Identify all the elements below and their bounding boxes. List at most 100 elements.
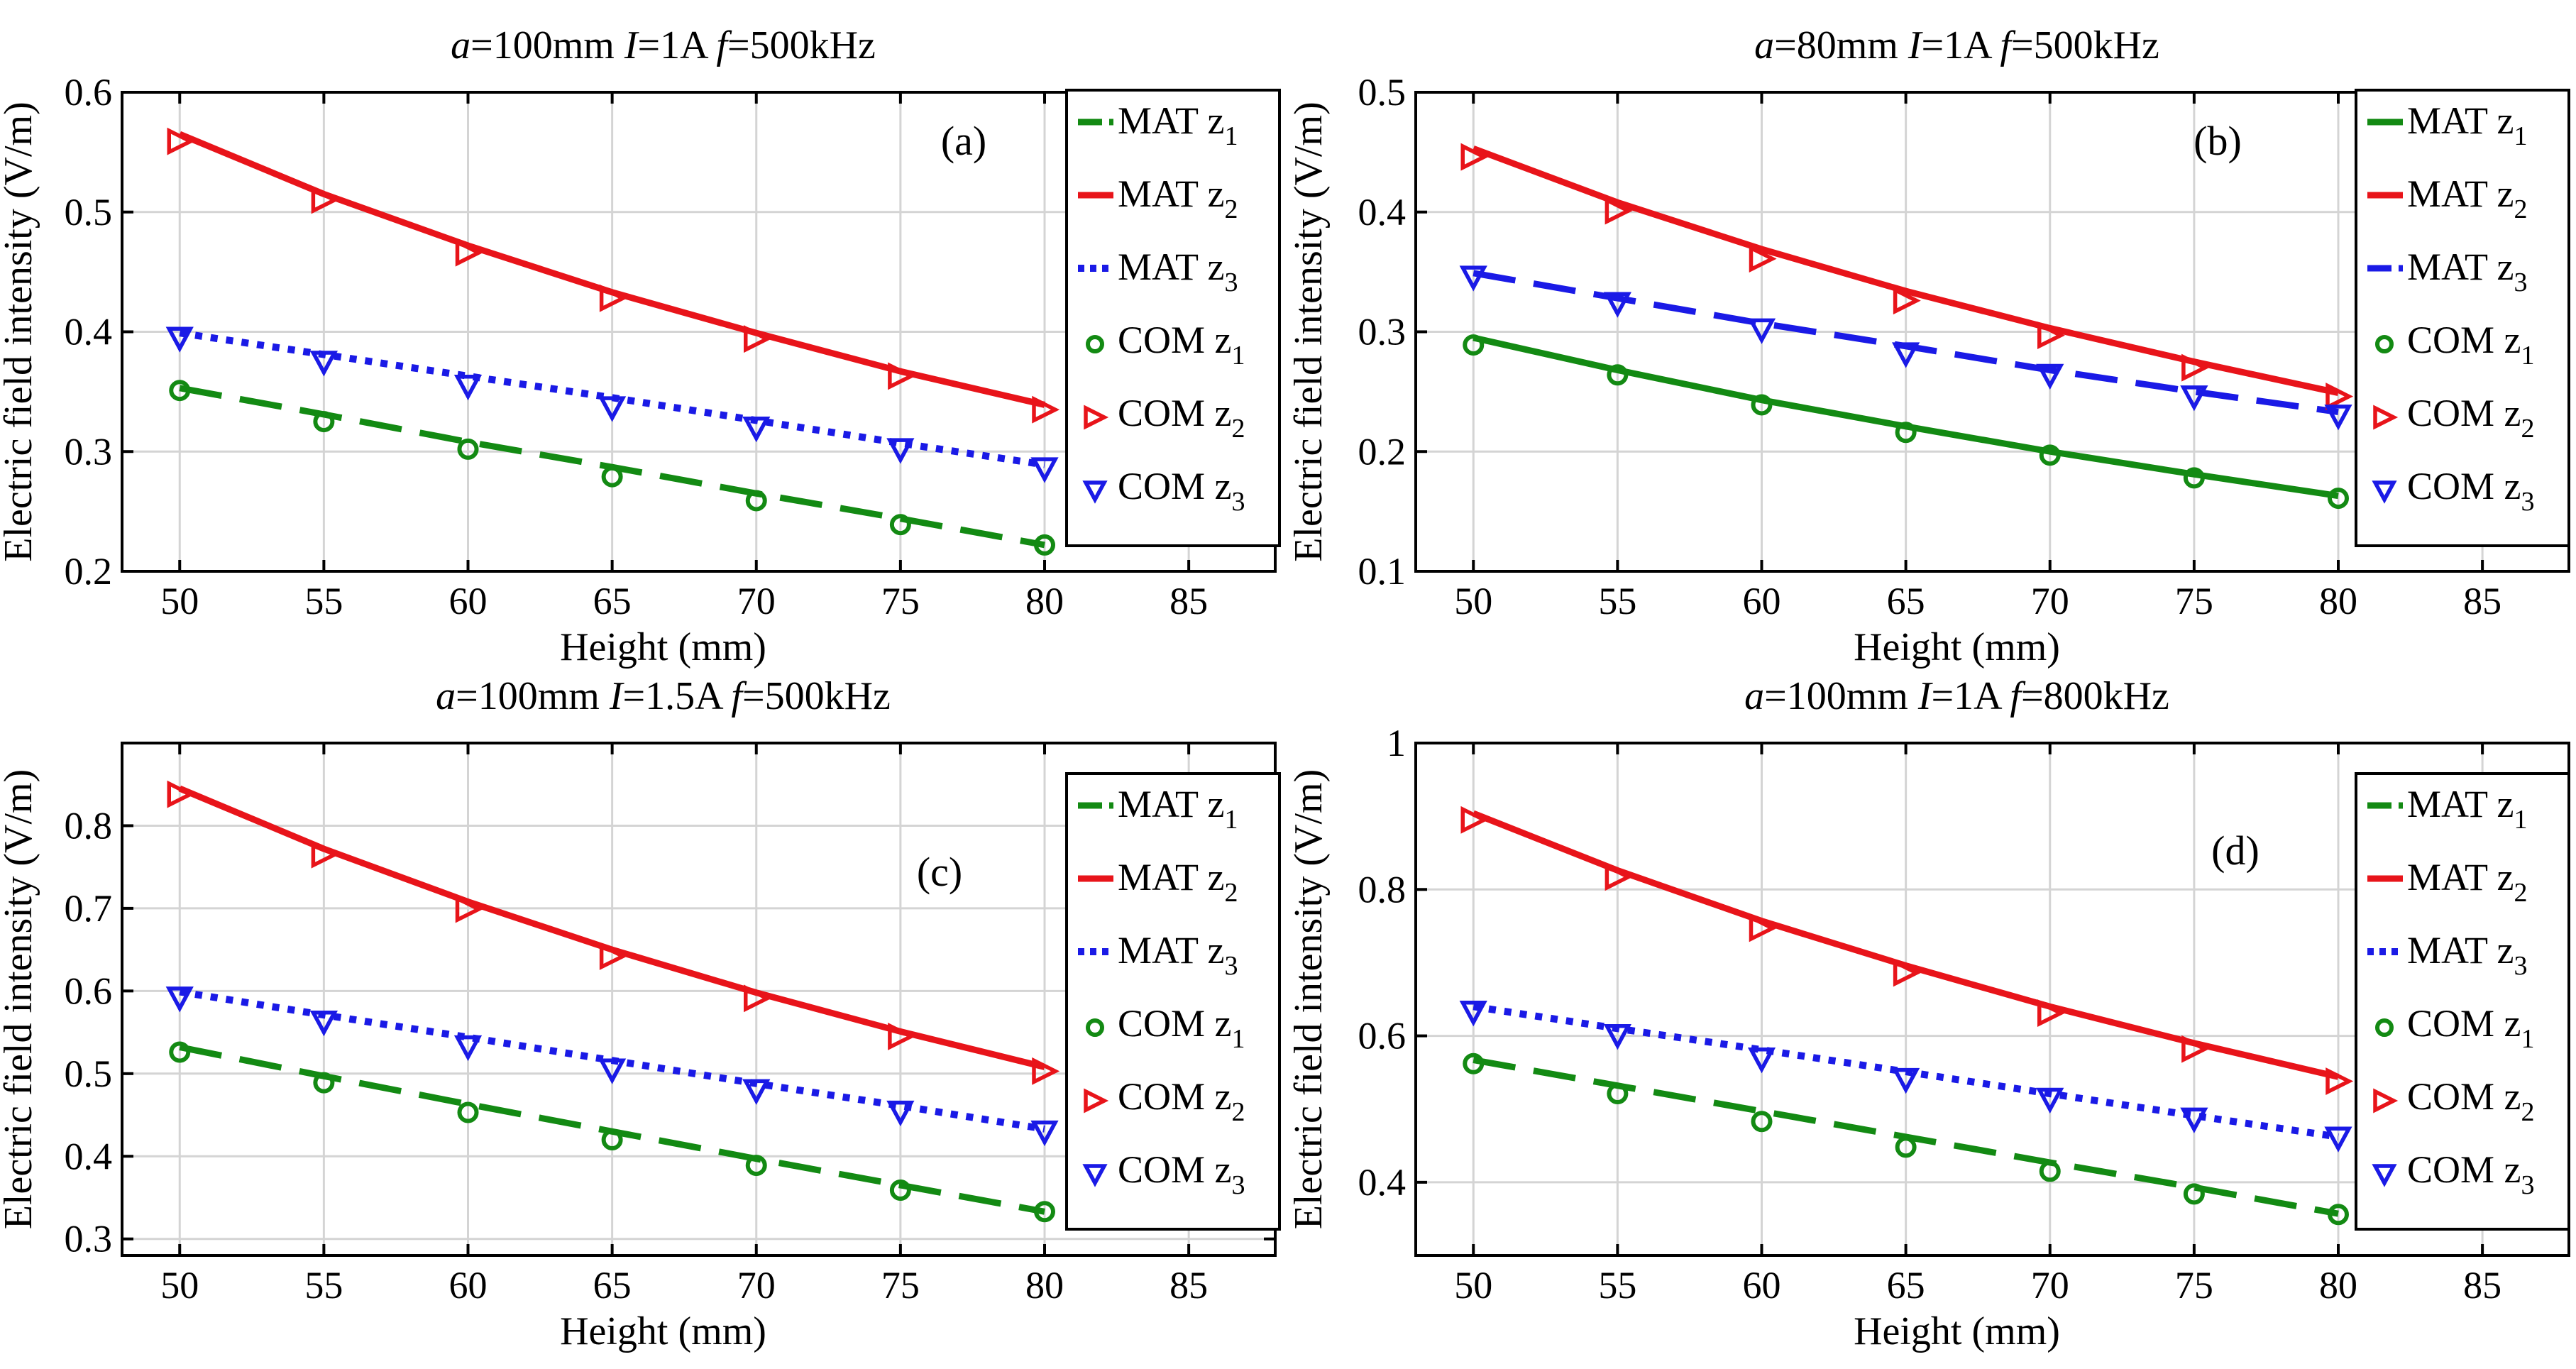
data-point-com-z2 xyxy=(167,780,195,808)
legend-label-mat-z2: MAT z2 xyxy=(1118,856,1238,908)
y-tick-label: 0.6 xyxy=(1358,1015,1407,1057)
data-point-com-z1 xyxy=(1463,1052,1485,1074)
data-point-com-z2 xyxy=(311,186,339,214)
data-point-com-z2 xyxy=(1460,143,1489,171)
data-point-com-z3 xyxy=(1892,342,1920,368)
legend-label-mat-z3: MAT z3 xyxy=(2407,246,2528,297)
legend-label-subscript: 2 xyxy=(2514,194,2528,224)
legend-label-subscript: 3 xyxy=(1225,268,1238,297)
x-axis-label: Height (mm) xyxy=(1854,1309,2060,1353)
title-text: =100mm xyxy=(470,23,624,67)
title-variable: I xyxy=(1908,23,1923,67)
series-line-mat-z1 xyxy=(1473,334,2339,500)
title-text: =100mm xyxy=(1764,674,1918,718)
y-tick-label: 0.3 xyxy=(1358,311,1407,353)
data-point-com-z3 xyxy=(1030,1120,1059,1147)
x-tick-label: 65 xyxy=(593,580,632,622)
x-tick-label: 60 xyxy=(1743,1264,1781,1307)
legend-label-main: COM z xyxy=(2407,1002,2521,1045)
y-axis-label: Electric field intensity (V/m) xyxy=(1287,101,1331,561)
legend-label-subscript: 2 xyxy=(1225,878,1238,908)
legend-box xyxy=(2355,772,2570,1231)
title-variable: a xyxy=(436,674,456,718)
x-tick-label: 55 xyxy=(1598,580,1636,622)
data-point-com-z1 xyxy=(1751,1111,1773,1133)
legend-box xyxy=(1065,772,1281,1231)
legend-label-subscript: 3 xyxy=(2514,268,2528,297)
legend-box xyxy=(1065,89,1281,547)
x-tick-label: 70 xyxy=(2031,1264,2069,1307)
y-tick-label: 0.5 xyxy=(1358,71,1407,114)
y-tick-label: 0.8 xyxy=(65,804,113,847)
x-tick-label: 55 xyxy=(304,580,343,622)
data-point-com-z1 xyxy=(745,1155,767,1177)
data-point-com-z3 xyxy=(1459,1001,1487,1027)
legend-label-subscript: 2 xyxy=(1225,194,1238,224)
title-text: =1.5A xyxy=(622,674,731,718)
legend-label-subscript: 1 xyxy=(2514,805,2528,835)
data-point-com-z2 xyxy=(888,362,916,390)
x-tick-label: 65 xyxy=(1887,580,1925,622)
x-tick-label: 65 xyxy=(1887,1264,1925,1307)
legend-marker-com-z2 xyxy=(2373,1088,2399,1114)
data-point-com-z1 xyxy=(313,411,335,433)
data-point-com-z2 xyxy=(1749,245,1777,273)
legend-label-main: MAT z xyxy=(2407,99,2514,142)
legend-marker-com-z3 xyxy=(2372,1164,2397,1187)
x-tick-label: 75 xyxy=(2175,580,2213,622)
data-point-com-z1 xyxy=(2183,467,2205,489)
data-point-com-z1 xyxy=(1034,1201,1055,1223)
data-point-com-z3 xyxy=(1030,457,1059,483)
title-variable: a xyxy=(1744,674,1764,718)
legend-label-main: MAT z xyxy=(2407,783,2514,825)
title-text: =500kHz xyxy=(2011,23,2159,67)
x-axis-label: Height (mm) xyxy=(560,1309,766,1353)
legend-label-com-z2: COM z2 xyxy=(1118,392,1245,444)
x-tick-label: 80 xyxy=(2319,580,2357,622)
data-point-com-z1 xyxy=(601,1128,623,1150)
legend-label-main: MAT z xyxy=(1118,99,1225,142)
title-text: =800kHz xyxy=(2021,674,2169,718)
chart-panel-2: 50 55 60 65 70 75 80 85 0.1 0.2 0.3 0.4 0.5 Height (m… xyxy=(1287,23,2570,669)
data-point-com-z2 xyxy=(1893,287,1921,315)
legend-label-mat-z3: MAT z3 xyxy=(1118,929,1238,981)
legend-label-subscript: 3 xyxy=(2521,1170,2535,1200)
data-point-com-z1 xyxy=(889,514,911,536)
y-tick-label: 0.6 xyxy=(65,71,113,114)
data-point-com-z2 xyxy=(744,325,771,353)
data-point-com-z3 xyxy=(2324,1126,2352,1153)
legend-label-main: MAT z xyxy=(1118,172,1225,215)
data-point-com-z3 xyxy=(309,351,338,377)
legend-label-com-z1: COM z1 xyxy=(1118,1002,1245,1054)
legend-label-mat-z2: MAT z2 xyxy=(2407,172,2528,224)
title-text: =500kHz xyxy=(727,23,876,67)
chart-title: a=100mm I=1A f=800kHz xyxy=(1744,674,2169,718)
legend-label-mat-z3: MAT z3 xyxy=(1118,246,1238,297)
data-point-com-z2 xyxy=(2181,353,2210,382)
legend-label-subscript: 1 xyxy=(1225,805,1238,835)
legend-marker-com-z2 xyxy=(1084,1088,1109,1114)
data-point-com-z3 xyxy=(742,417,771,443)
x-tick-label: 80 xyxy=(1025,1264,1064,1307)
chart-panel-4: 50 55 60 65 70 75 80 85 0.4 0.6 0.8 1 Height (mm) Ele… xyxy=(1287,674,2570,1353)
data-point-com-z1 xyxy=(457,1101,479,1123)
y-tick-label: 0.2 xyxy=(1358,430,1407,473)
data-point-com-z1 xyxy=(1895,1136,1917,1158)
legend-label-subscript: 2 xyxy=(1232,1097,1245,1127)
x-axis-label: Height (mm) xyxy=(560,625,766,669)
legend-label-subscript: 3 xyxy=(1232,1170,1245,1200)
chart-title: a=80mm I=1A f=500kHz xyxy=(1754,23,2159,67)
data-point-com-z2 xyxy=(744,984,771,1013)
legend-marker-com-z1 xyxy=(1086,335,1104,353)
x-axis-label: Height (mm) xyxy=(1854,625,2060,669)
x-tick-label: 80 xyxy=(1025,580,1064,622)
legend-label-subscript: 1 xyxy=(2521,1024,2535,1054)
title-text: =100mm xyxy=(456,674,610,718)
y-tick-label: 0.5 xyxy=(65,1052,113,1095)
data-point-com-z3 xyxy=(2036,363,2064,390)
data-point-com-z1 xyxy=(601,466,623,488)
legend-label-subscript: 3 xyxy=(2521,487,2535,517)
legend-marker-com-z2 xyxy=(2373,405,2399,430)
legend-label-com-z2: COM z2 xyxy=(1118,1075,1245,1127)
